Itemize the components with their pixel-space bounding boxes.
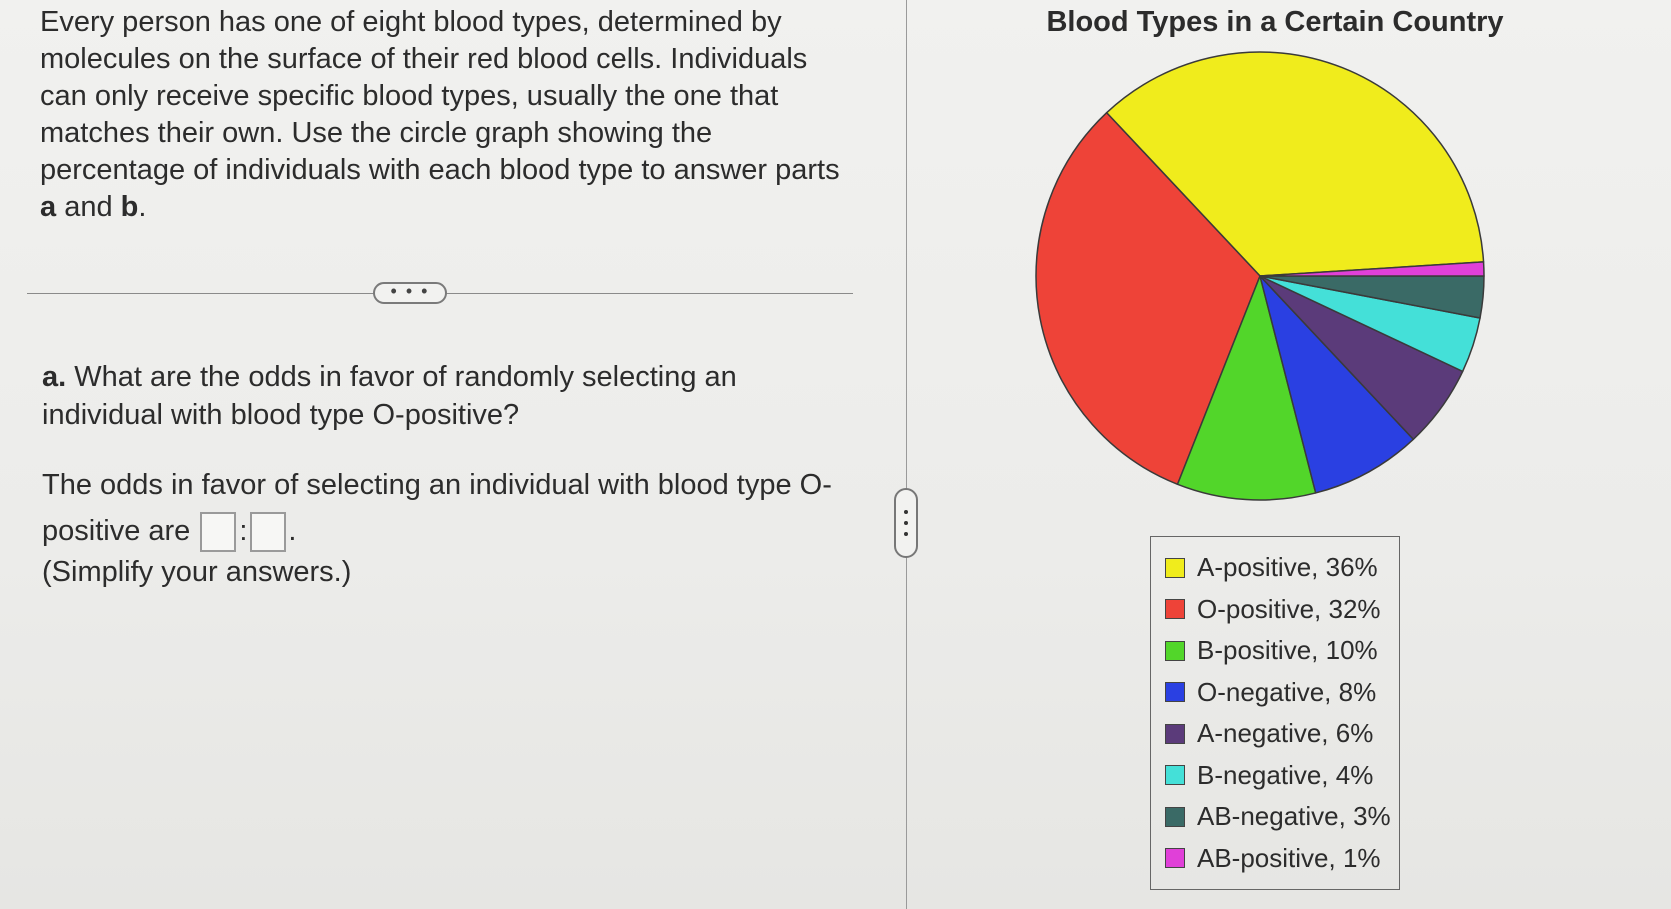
pie-chart — [1035, 51, 1485, 501]
odds-colon: : — [239, 515, 248, 547]
chart-legend: A-positive, 36% O-positive, 32% B-positive… — [1150, 536, 1400, 890]
pie-slice-o-positive — [1035, 111, 1261, 486]
pane-divider — [906, 0, 907, 909]
chart-title: Blood Types in a Certain Country — [1046, 6, 1504, 38]
pie-slice-o-negative — [1259, 275, 1415, 494]
legend-label: O-positive, 32% — [1197, 593, 1381, 624]
intro-and: and — [56, 191, 121, 223]
legend-item-ab-negative: AB-negative, 3% — [1165, 796, 1399, 838]
legend-label: B-negative, 4% — [1197, 759, 1374, 790]
legend-item-o-positive: O-positive, 32% — [1165, 589, 1399, 631]
handle-dot — [904, 510, 908, 514]
legend-swatch — [1165, 848, 1185, 869]
legend-swatch — [1165, 765, 1185, 786]
pie-slice-ab-positive — [1259, 261, 1485, 277]
legend-label: AB-negative, 3% — [1197, 801, 1391, 832]
question-a-label: a. — [42, 361, 67, 393]
intro-text: Every person has one of eight blood type… — [40, 6, 840, 186]
answer-sentence: The odds in favor of selecting an indivi… — [42, 462, 862, 554]
legend-swatch — [1165, 682, 1185, 703]
pie-slice-b-positive — [1176, 275, 1317, 501]
handle-dot — [904, 532, 908, 536]
legend-label: B-positive, 10% — [1197, 635, 1378, 666]
intro-period: . — [138, 191, 147, 223]
expand-more-button[interactable]: • • • — [373, 282, 447, 304]
legend-item-ab-positive: AB-positive, 1% — [1165, 838, 1399, 880]
odds-first-input[interactable] — [200, 512, 237, 553]
answer-prefix: The odds in favor of selecting an indivi… — [42, 469, 832, 547]
question-pane: Every person has one of eight blood type… — [27, 4, 862, 588]
legend-label: AB-positive, 1% — [1197, 842, 1381, 873]
problem-intro: Every person has one of eight blood type… — [40, 4, 840, 226]
legend-item-a-positive: A-positive, 36% — [1165, 547, 1399, 589]
legend-label: O-negative, 8% — [1197, 676, 1377, 707]
legend-swatch — [1165, 599, 1185, 620]
legend-label: A-positive, 36% — [1197, 552, 1378, 583]
legend-item-a-negative: A-negative, 6% — [1165, 713, 1399, 755]
handle-dot — [904, 521, 908, 525]
answer-suffix: . — [288, 515, 297, 547]
question-a-text: What are the odds in favor of randomly s… — [42, 361, 737, 431]
legend-item-o-negative: O-negative, 8% — [1165, 672, 1399, 714]
pane-resize-handle[interactable] — [894, 488, 918, 558]
pie-slice-a-positive — [1105, 51, 1485, 277]
part-b-label: b — [120, 191, 139, 223]
odds-second-input[interactable] — [250, 512, 287, 553]
simplify-hint: (Simplify your answers.) — [42, 556, 352, 588]
legend-swatch — [1165, 640, 1185, 661]
question-a: a. What are the odds in favor of randoml… — [42, 358, 862, 434]
legend-label: A-negative, 6% — [1197, 718, 1374, 749]
legend-swatch — [1165, 557, 1185, 578]
legend-item-b-negative: B-negative, 4% — [1165, 755, 1399, 797]
legend-item-b-positive: B-positive, 10% — [1165, 630, 1399, 672]
part-a-label: a — [40, 191, 57, 223]
legend-swatch — [1165, 806, 1185, 827]
legend-swatch — [1165, 723, 1185, 744]
